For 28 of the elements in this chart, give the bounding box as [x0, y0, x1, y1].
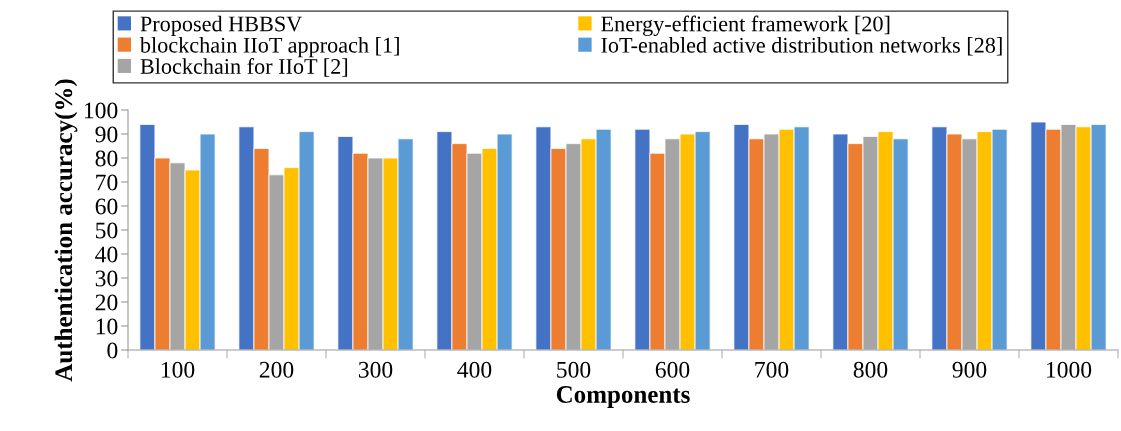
- y-tick-label: 30: [95, 270, 118, 287]
- y-tick-label: 90: [95, 126, 118, 143]
- y-axis-title: Authentication accuracy(%): [54, 79, 78, 382]
- y-tick-label: 0: [107, 342, 118, 359]
- x-tick-label: 500: [557, 361, 591, 378]
- x-tick-label: 900: [952, 361, 987, 378]
- x-tick-label: 100: [161, 361, 195, 378]
- y-tick-label: 70: [96, 174, 118, 191]
- y-tick-label: 10: [96, 318, 118, 335]
- y-tick-label: 20: [95, 294, 118, 311]
- y-tick-label: 100: [84, 102, 118, 119]
- legend-label: IoT-enabled active distribution networks [28]: [601, 37, 1002, 56]
- y-tick-label: 50: [96, 222, 118, 239]
- x-tick-label: 700: [755, 361, 789, 378]
- legend-label: Proposed HBBSV: [140, 15, 303, 36]
- y-tick-label: 80: [95, 150, 118, 167]
- legend-label: Energy-efficient framework [20]: [601, 15, 890, 36]
- x-axis-title: Components: [556, 386, 690, 408]
- y-tick-label: 40: [95, 246, 118, 263]
- x-tick-label: 300: [358, 361, 393, 378]
- x-tick-label: 400: [457, 361, 492, 378]
- x-tick-label: 200: [259, 361, 294, 378]
- x-tick-label: 800: [853, 361, 888, 378]
- legend-label: blockchain IIoT approach [1]: [139, 37, 399, 58]
- legend-label: Blockchain for IIoT [2]: [140, 58, 348, 77]
- y-tick-label: 60: [95, 198, 118, 215]
- x-tick-label: 600: [655, 361, 690, 378]
- x-tick-label: 1000: [1046, 361, 1092, 378]
